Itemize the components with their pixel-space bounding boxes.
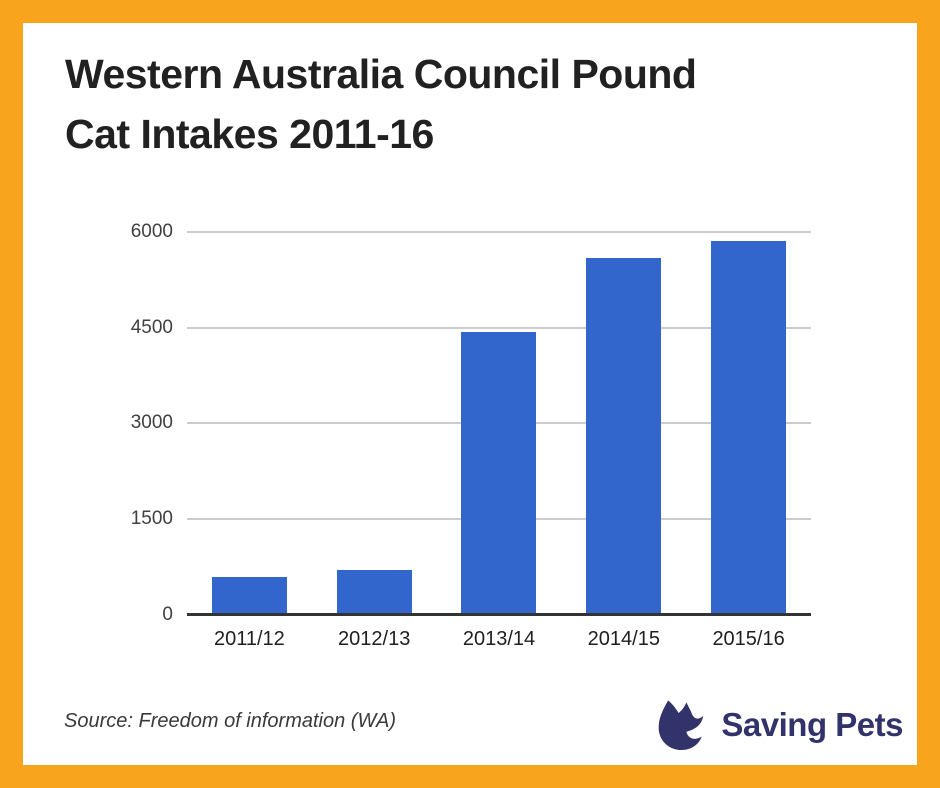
- x-axis-line: [187, 613, 811, 616]
- x-axis-label-2012/13: 2012/13: [338, 628, 411, 650]
- bar-column-2012/13: [312, 232, 437, 615]
- bar-2011/12: [211, 577, 287, 615]
- bars-container: [187, 232, 811, 615]
- chart-title-line1: Western Australia Council Pound: [65, 51, 697, 97]
- cat-icon: [659, 700, 704, 751]
- bar-column-2014/15: [561, 232, 686, 615]
- bar-column-2015/16: [686, 232, 811, 615]
- y-axis-tick-label-6000: 6000: [130, 221, 173, 242]
- bar-column-2013/14: [437, 232, 562, 615]
- plot-area: 2011/12 2012/13 2013/14 2014/15 2015/16 0 150…: [131, 221, 811, 650]
- chart-title-line2: Cat Intakes 2011-16: [65, 111, 434, 157]
- y-axis-tick-label-4500: 4500: [130, 317, 173, 338]
- bar-2015/16: [711, 241, 787, 615]
- saving-pets-logo: Saving Pets: [654, 697, 903, 753]
- bar-2012/13: [336, 570, 412, 615]
- y-axis-tick-label-3000: 3000: [130, 412, 173, 433]
- bar-column-2011/12: [187, 232, 312, 615]
- y-axis-tick-label-0: 0: [162, 604, 173, 625]
- saving-pets-wordmark: Saving Pets: [721, 706, 903, 743]
- x-axis-label-2013/14: 2013/14: [462, 628, 536, 650]
- bar-2013/14: [461, 332, 537, 615]
- x-axis-labels: 2011/12 2012/13 2013/14 2014/15 2015/16: [187, 628, 811, 651]
- x-axis-label-2011/12: 2011/12: [213, 628, 285, 650]
- gridline-6000: [187, 231, 811, 233]
- x-axis-label-2014/15: 2014/15: [587, 628, 660, 650]
- x-axis-label-2015/16: 2015/16: [712, 628, 785, 650]
- gridline-4500: [187, 327, 811, 329]
- chart-title: Western Australia Council Pound Cat Inta…: [65, 44, 697, 164]
- bar-2014/15: [586, 258, 662, 615]
- source-note: Source: Freedom of information (WA): [64, 710, 396, 732]
- poster-canvas: Western Australia Council Pound Cat Inta…: [23, 23, 917, 765]
- y-axis-tick-label-1500: 1500: [130, 508, 173, 529]
